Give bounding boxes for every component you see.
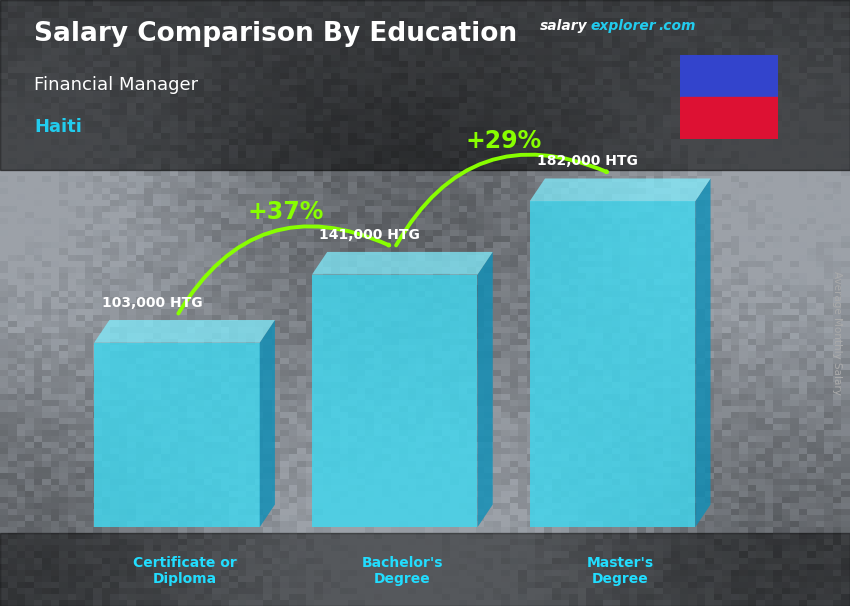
Polygon shape — [94, 320, 275, 342]
Text: Financial Manager: Financial Manager — [34, 76, 198, 94]
Polygon shape — [530, 201, 695, 527]
Polygon shape — [260, 320, 275, 527]
Text: 103,000 HTG: 103,000 HTG — [102, 296, 202, 310]
Text: explorer: explorer — [591, 19, 656, 33]
Text: +37%: +37% — [247, 200, 324, 224]
Text: salary: salary — [540, 19, 587, 33]
Bar — [0, 0, 850, 170]
Text: Master's
Degree: Master's Degree — [586, 556, 654, 586]
Polygon shape — [478, 252, 493, 527]
Bar — [680, 97, 778, 139]
FancyArrowPatch shape — [396, 155, 607, 245]
Bar — [680, 55, 778, 97]
Polygon shape — [312, 252, 493, 275]
FancyArrowPatch shape — [178, 226, 389, 313]
Text: +29%: +29% — [466, 129, 541, 153]
Bar — [0, 533, 850, 606]
Text: Average Monthly Salary: Average Monthly Salary — [832, 271, 842, 395]
Text: Haiti: Haiti — [34, 118, 82, 136]
Polygon shape — [530, 179, 711, 201]
Polygon shape — [312, 275, 478, 527]
Polygon shape — [695, 179, 711, 527]
Text: Bachelor's
Degree: Bachelor's Degree — [361, 556, 443, 586]
Text: .com: .com — [659, 19, 696, 33]
Text: Certificate or
Diploma: Certificate or Diploma — [133, 556, 236, 586]
Polygon shape — [94, 342, 260, 527]
Text: Salary Comparison By Education: Salary Comparison By Education — [34, 21, 517, 47]
Text: 141,000 HTG: 141,000 HTG — [320, 228, 421, 242]
Text: 182,000 HTG: 182,000 HTG — [537, 154, 638, 168]
